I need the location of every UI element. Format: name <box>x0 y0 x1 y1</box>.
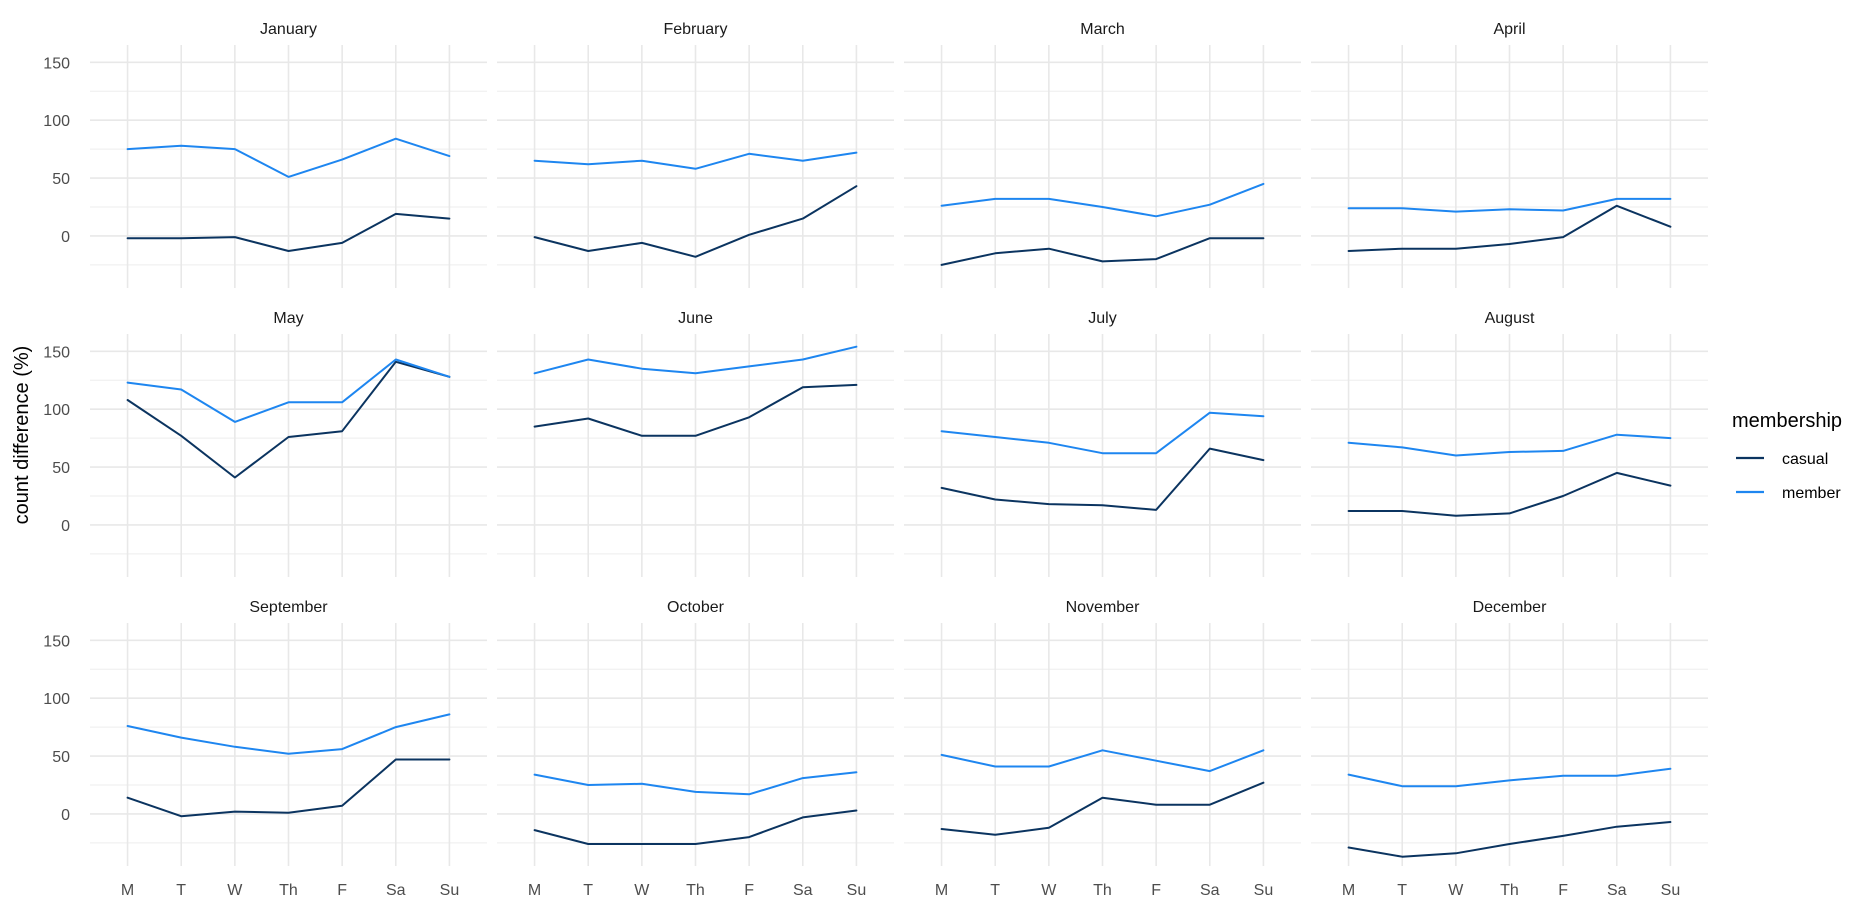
panel-title: February <box>663 21 727 38</box>
series-line-member <box>1347 197 1672 213</box>
panel-title: May <box>273 310 303 327</box>
x-tick-label: Su <box>440 882 460 899</box>
x-tick-label: M <box>1342 882 1355 899</box>
y-tick-label: 0 <box>61 229 70 246</box>
panel-january: January 0 50 100 150 <box>43 21 487 288</box>
panel-october: October M T W Th F Sa Su <box>497 599 894 899</box>
panel-july: July <box>904 310 1301 577</box>
y-tick-label: 0 <box>61 518 70 535</box>
x-tick-label: W <box>634 882 650 899</box>
panel-august: August <box>1311 310 1708 577</box>
x-tick-label: W <box>227 882 243 899</box>
chart-panels: January 0 50 100 150 February March April May 0 50… <box>43 21 1708 899</box>
panel-september: September 0 50 100 150 M T W Th F Sa Su <box>43 599 487 899</box>
x-tick-label: T <box>176 882 186 899</box>
legend-entry-casual: casual <box>1736 451 1828 468</box>
series-line-casual <box>940 447 1265 511</box>
x-tick-label: Th <box>1093 882 1112 899</box>
x-tick-label: W <box>1448 882 1464 899</box>
series-line-member <box>126 358 451 423</box>
series-line-casual <box>533 185 858 258</box>
series-line-member <box>126 137 451 178</box>
panel-may: May 0 50 100 150 <box>43 310 487 577</box>
x-tick-label: M <box>528 882 541 899</box>
series-line-casual <box>533 809 858 845</box>
y-tick-label: 50 <box>52 171 70 188</box>
legend-label: casual <box>1782 451 1828 468</box>
panel-title: July <box>1088 310 1116 327</box>
panel-april: April <box>1311 21 1708 288</box>
panel-march: March <box>904 21 1301 288</box>
x-tick-label: T <box>583 882 593 899</box>
panel-title: January <box>260 21 317 38</box>
y-tick-label: 100 <box>43 402 70 419</box>
y-tick-label: 0 <box>61 807 70 824</box>
panel-june: June <box>497 310 894 577</box>
legend-entry-member: member <box>1736 485 1841 502</box>
panel-february: February <box>497 21 894 288</box>
x-tick-label: M <box>935 882 948 899</box>
x-tick-label: W <box>1041 882 1057 899</box>
x-tick-label: Th <box>1500 882 1519 899</box>
series-line-member <box>1347 767 1672 788</box>
x-tick-label: Sa <box>386 882 406 899</box>
x-tick-label: M <box>121 882 134 899</box>
series-line-casual <box>1347 471 1672 517</box>
panel-title: December <box>1473 599 1547 616</box>
x-tick-label: F <box>1558 882 1568 899</box>
legend-entries: casual member <box>1736 451 1841 502</box>
x-tick-label: T <box>1397 882 1407 899</box>
x-tick-label: Su <box>847 882 867 899</box>
y-axis-title: count difference (%) <box>11 346 33 525</box>
series-line-member <box>533 771 858 796</box>
panel-title: August <box>1485 310 1535 327</box>
y-tick-label: 100 <box>43 113 70 130</box>
panel-title: October <box>667 599 725 616</box>
panel-title: April <box>1493 21 1525 38</box>
panel-title: March <box>1080 21 1124 38</box>
panel-december: December M T W Th F Sa Su <box>1311 599 1708 899</box>
legend-label: member <box>1782 485 1841 502</box>
series-line-casual <box>940 237 1265 266</box>
panel-title: November <box>1066 599 1140 616</box>
y-tick-label: 150 <box>43 344 70 361</box>
series-line-member <box>1347 433 1672 457</box>
x-tick-label: Su <box>1254 882 1274 899</box>
series-line-member <box>533 345 858 375</box>
x-tick-label: Sa <box>793 882 813 899</box>
legend-title: membership <box>1732 410 1842 432</box>
x-tick-label: F <box>1151 882 1161 899</box>
panel-title: June <box>678 310 713 327</box>
series-line-member <box>940 749 1265 773</box>
y-tick-label: 150 <box>43 55 70 72</box>
x-tick-label: Su <box>1661 882 1681 899</box>
x-tick-label: Sa <box>1200 882 1220 899</box>
panel-title: September <box>249 599 328 616</box>
series-line-member <box>126 713 451 755</box>
y-tick-label: 100 <box>43 691 70 708</box>
legend: membership casual member <box>1732 410 1842 502</box>
y-tick-label: 50 <box>52 749 70 766</box>
series-line-casual <box>126 360 451 479</box>
x-tick-label: F <box>337 882 347 899</box>
x-tick-label: Th <box>279 882 298 899</box>
y-tick-label: 150 <box>43 633 70 650</box>
panel-november: November M T W Th F Sa Su <box>904 599 1301 899</box>
series-line-member <box>940 182 1265 218</box>
series-line-member <box>533 151 858 170</box>
x-tick-label: F <box>744 882 754 899</box>
series-line-casual <box>940 781 1265 836</box>
y-tick-label: 50 <box>52 460 70 477</box>
series-line-casual <box>126 758 451 818</box>
series-line-member <box>940 411 1265 455</box>
series-line-casual <box>1347 821 1672 858</box>
x-tick-label: Sa <box>1607 882 1627 899</box>
x-tick-label: T <box>990 882 1000 899</box>
x-tick-label: Th <box>686 882 705 899</box>
series-line-casual <box>126 212 451 252</box>
series-line-casual <box>1347 204 1672 252</box>
series-line-casual <box>533 383 858 437</box>
